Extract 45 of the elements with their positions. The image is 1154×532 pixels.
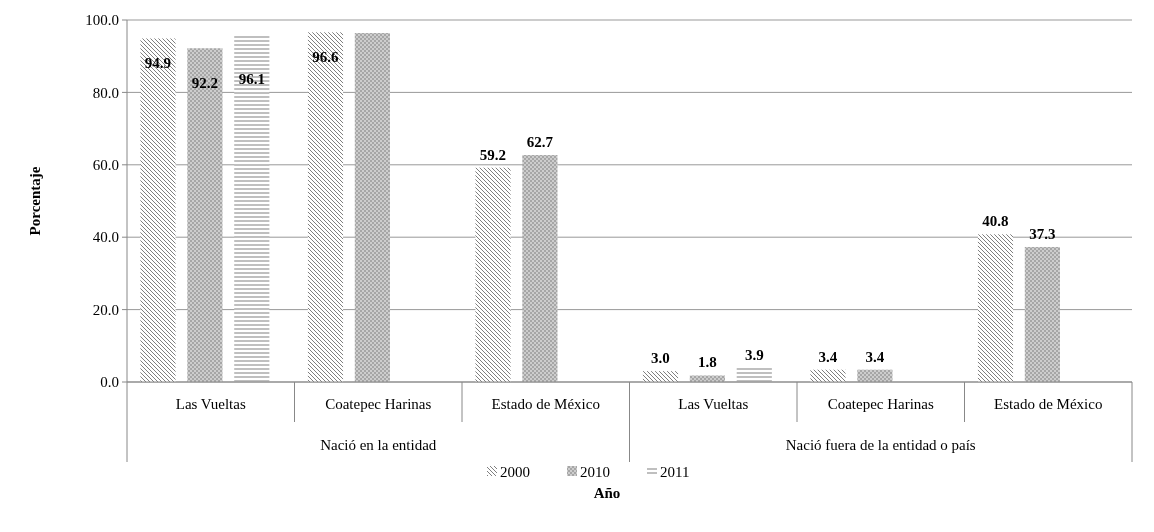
data-label: 59.2 [479, 146, 507, 163]
bar [187, 48, 223, 382]
legend-label: 2010 [580, 464, 610, 481]
bar [140, 38, 176, 382]
data-label: 62.7 [526, 134, 554, 151]
data-label: 37.3 [1029, 225, 1056, 242]
x-tick-label: Estado de México [994, 396, 1103, 412]
data-label: 1.8 [698, 354, 717, 371]
x-tick-label: Estado de México [491, 396, 600, 412]
bar [977, 234, 1014, 382]
data-label: 3.4 [865, 348, 885, 365]
data-label: 40.8 [982, 213, 1009, 230]
y-axis-title: Porcentaje [27, 166, 43, 236]
bar [234, 34, 270, 382]
text: Nació en la entidad [320, 437, 437, 453]
y-tick-label: 100.0 [85, 12, 119, 29]
legend-label: 2000 [500, 464, 530, 481]
y-tick-label: 0.0 [100, 374, 119, 391]
data-label: 96.1 [238, 71, 265, 88]
bar [307, 32, 344, 382]
bar [642, 371, 679, 382]
bar [475, 167, 511, 382]
x-tick-label: Las Vueltas [175, 396, 246, 412]
bar [689, 375, 725, 382]
x-tick-label: Coatepec Harinas [325, 396, 432, 412]
y-tick-label: 60.0 [92, 157, 119, 174]
data-label: 92.2 [191, 75, 219, 92]
legend-label: 2011 [660, 464, 690, 481]
bar [736, 367, 772, 382]
data-label: 94.9 [144, 55, 172, 72]
x-axis-title: Año [593, 485, 621, 501]
data-label: 3.4 [818, 348, 838, 365]
data-label: 3.0 [651, 350, 670, 367]
y-tick-label: 20.0 [92, 301, 119, 318]
x-tick-label: Coatepec Harinas [827, 396, 935, 412]
bar [522, 155, 558, 382]
text: Nació fuera de la entidad o país [785, 437, 976, 453]
bar [354, 33, 390, 382]
data-label: 3.9 [744, 346, 764, 363]
bar [810, 369, 846, 382]
data-label: 96.6 [312, 49, 340, 66]
y-tick-label: 40.0 [92, 229, 119, 246]
bar [1024, 246, 1060, 382]
y-tick-label: 80.0 [92, 84, 119, 101]
x-tick-label: Las Vueltas [678, 396, 749, 412]
